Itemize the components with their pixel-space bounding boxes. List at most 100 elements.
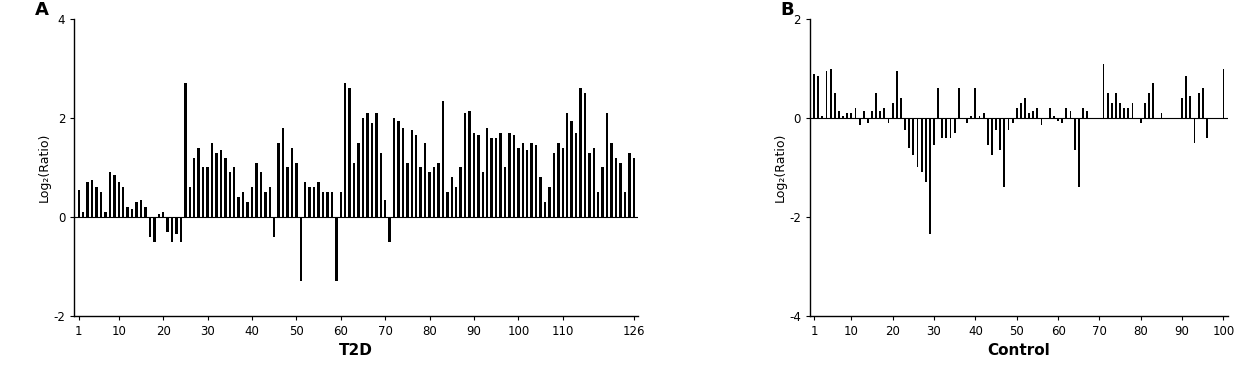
- Bar: [1189, 96, 1192, 118]
- X-axis label: T2D: T2D: [340, 343, 373, 358]
- Bar: [1223, 69, 1224, 118]
- Bar: [1107, 94, 1109, 118]
- Bar: [144, 207, 146, 217]
- Bar: [78, 190, 81, 217]
- Bar: [1083, 108, 1084, 118]
- Bar: [1132, 103, 1133, 118]
- Bar: [1140, 118, 1142, 123]
- Bar: [495, 138, 497, 217]
- Bar: [916, 118, 919, 167]
- Bar: [1120, 103, 1121, 118]
- Bar: [531, 143, 533, 217]
- Bar: [883, 108, 885, 118]
- Bar: [610, 143, 613, 217]
- Bar: [932, 118, 935, 145]
- Bar: [149, 217, 151, 237]
- Bar: [593, 148, 595, 217]
- Bar: [295, 162, 298, 217]
- Bar: [247, 202, 249, 217]
- Bar: [317, 182, 320, 217]
- Bar: [920, 118, 923, 172]
- Bar: [87, 182, 89, 217]
- Bar: [415, 136, 418, 217]
- Bar: [300, 217, 303, 281]
- Bar: [895, 71, 898, 118]
- Bar: [978, 116, 981, 118]
- Bar: [1028, 113, 1030, 118]
- Bar: [1145, 103, 1146, 118]
- Bar: [584, 93, 587, 217]
- Bar: [135, 202, 138, 217]
- Bar: [937, 89, 939, 118]
- Y-axis label: Log₂(Ratio): Log₂(Ratio): [37, 133, 51, 202]
- Bar: [632, 157, 635, 217]
- Bar: [1024, 98, 1025, 118]
- Bar: [966, 118, 968, 123]
- Bar: [242, 192, 244, 217]
- Bar: [224, 157, 227, 217]
- Bar: [340, 192, 342, 217]
- Bar: [983, 113, 985, 118]
- Bar: [162, 212, 165, 217]
- Bar: [1053, 116, 1055, 118]
- Bar: [157, 214, 160, 217]
- Bar: [180, 217, 182, 242]
- Bar: [941, 118, 944, 138]
- Bar: [259, 172, 262, 217]
- Bar: [379, 152, 382, 217]
- Bar: [624, 192, 626, 217]
- Bar: [255, 162, 258, 217]
- Bar: [500, 133, 502, 217]
- Bar: [486, 128, 489, 217]
- Bar: [118, 182, 120, 217]
- Bar: [557, 143, 559, 217]
- Bar: [211, 143, 213, 217]
- Bar: [393, 118, 396, 217]
- Bar: [870, 110, 873, 118]
- Bar: [1115, 94, 1117, 118]
- Bar: [991, 118, 993, 155]
- Bar: [331, 192, 334, 217]
- Bar: [278, 143, 280, 217]
- Bar: [1058, 118, 1059, 121]
- Bar: [1086, 110, 1087, 118]
- Bar: [1003, 118, 1006, 187]
- Bar: [273, 217, 275, 237]
- Bar: [1037, 108, 1038, 118]
- Bar: [579, 89, 582, 217]
- Bar: [304, 182, 306, 217]
- X-axis label: Control: Control: [987, 343, 1050, 358]
- Bar: [348, 89, 351, 217]
- Bar: [206, 167, 208, 217]
- Bar: [126, 207, 129, 217]
- Bar: [99, 192, 102, 217]
- Bar: [539, 177, 542, 217]
- Bar: [1182, 98, 1183, 118]
- Bar: [109, 172, 112, 217]
- Bar: [615, 157, 618, 217]
- Bar: [464, 113, 466, 217]
- Bar: [153, 217, 155, 242]
- Bar: [166, 217, 169, 232]
- Bar: [1102, 64, 1105, 118]
- Bar: [1127, 108, 1130, 118]
- Bar: [526, 150, 528, 217]
- Bar: [188, 187, 191, 217]
- Bar: [588, 152, 590, 217]
- Bar: [813, 74, 815, 118]
- Bar: [428, 172, 430, 217]
- Bar: [833, 94, 836, 118]
- Bar: [970, 116, 972, 118]
- Bar: [366, 113, 368, 217]
- Bar: [904, 118, 906, 131]
- Bar: [237, 197, 239, 217]
- Bar: [343, 84, 346, 217]
- Bar: [1012, 118, 1013, 123]
- Bar: [397, 121, 399, 217]
- Bar: [197, 148, 200, 217]
- Bar: [996, 118, 997, 131]
- Bar: [548, 187, 551, 217]
- Y-axis label: Log₂(Ratio): Log₂(Ratio): [774, 133, 786, 202]
- Bar: [950, 118, 951, 138]
- Bar: [945, 118, 947, 138]
